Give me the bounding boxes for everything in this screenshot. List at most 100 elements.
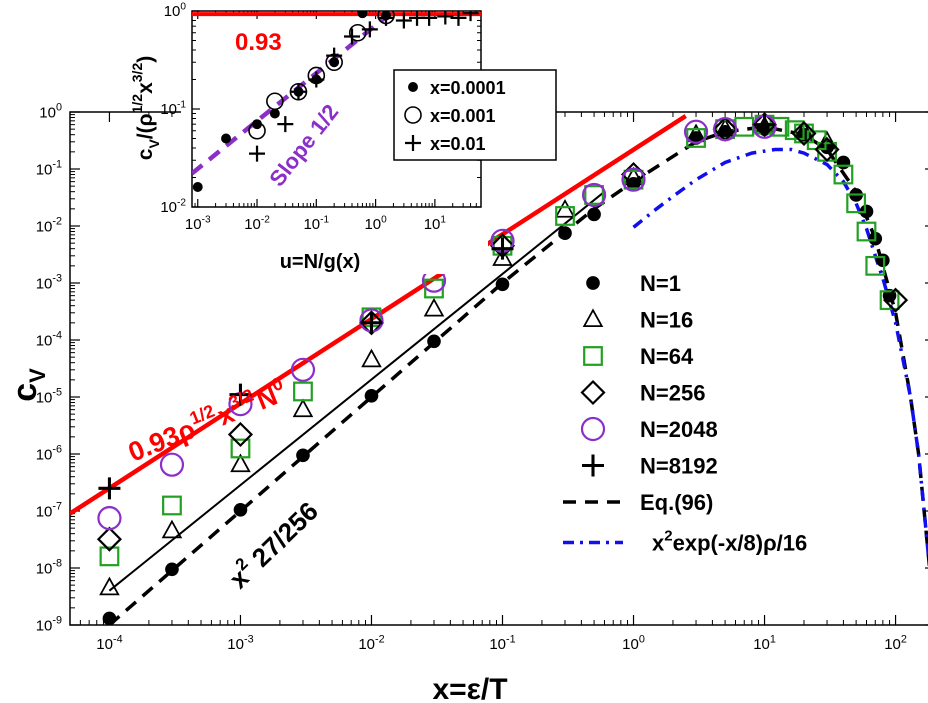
main-point-n-8192 (229, 383, 252, 406)
inset-point-x-0-01 (249, 145, 266, 162)
main-point-n-16 (292, 398, 314, 418)
main-x-tick-label: 10-4 (96, 633, 122, 653)
inset-y-axis-label: cV/(ρ1/2x3/2) (129, 56, 162, 160)
inset-point-x-0-001 (248, 121, 266, 140)
main-point-n-16 (816, 130, 838, 150)
inset-legend: x=0.0001 x=0.001 x=0.01 (393, 69, 557, 161)
inset-ylabel-sup1: 1/2 (129, 94, 145, 114)
fit-line-annotation: 0.93ρ1/2x3/2N0 (123, 373, 291, 467)
main-point-n-2048 (159, 452, 185, 477)
inset-point-x-0-0001 (192, 182, 203, 192)
main-y-tick-label: 10-6 (36, 444, 62, 464)
inset-point-x-0-01 (290, 83, 307, 100)
main-point-n-2048 (621, 167, 646, 192)
inset-legend-marker-x-0-01 (405, 135, 421, 151)
main-y-tick-base: 10 (36, 275, 53, 292)
inset-x-tick-base: 10 (424, 216, 441, 233)
main-point-n-64 (555, 206, 575, 226)
main-y-tick-base: 10 (36, 617, 53, 634)
main-point-n-64 (623, 169, 644, 190)
main-point-n-256 (883, 287, 909, 313)
main-x-tick-label: 102 (884, 633, 907, 653)
main-y-tick-base: 10 (36, 332, 53, 349)
inset-legend-label: x=0.01 (430, 134, 486, 154)
main-point-n-16 (230, 453, 251, 473)
main-y-tick-base: 10 (39, 104, 56, 121)
legend-marker-n-1 (586, 276, 600, 290)
main-point-n-1 (587, 207, 601, 222)
main-y-axis-label: cV (6, 368, 50, 402)
main-y-tick-exponent: -5 (52, 387, 62, 399)
inset-x-tick-exponent: -1 (320, 215, 329, 226)
inset-legend-marker-x-0-001 (404, 106, 422, 124)
main-line-x-2exp-x-8-16 (632, 147, 928, 570)
inset-ylabel-post: ) (134, 56, 157, 63)
inset-point-x-0-001 (348, 23, 367, 42)
main-point-n-1 (495, 277, 510, 292)
main-legend: N=1 N=16 N=64 N=256 N=2048 N=8192 Eq.(96) x2exp… (563, 271, 807, 556)
main-x-tick-label: 101 (753, 633, 776, 653)
main-x-tick-exponent: 0 (639, 633, 645, 645)
main-point-n-256 (96, 526, 122, 552)
inset-x-tick-base: 10 (303, 216, 320, 233)
main-x-tick-exponent: -1 (506, 633, 516, 645)
main-x-tick-base: 10 (96, 636, 113, 653)
main-x-tick-exponent: 2 (901, 633, 907, 645)
main-point-n-64 (99, 546, 120, 567)
main-y-tick-label: 10-5 (36, 387, 62, 407)
main-point-n-64 (715, 119, 735, 140)
main-y-tick-exponent: -8 (52, 558, 62, 570)
main-x-tick-exponent: -4 (113, 633, 123, 645)
main-point-n-2048 (581, 182, 607, 208)
legend-marker-n-2048 (580, 416, 606, 442)
main-point-n-64 (584, 185, 604, 205)
main-point-n-8192 (753, 113, 776, 136)
inset-y-tick-label: 10-2 (160, 198, 186, 216)
main-x-tick-base: 10 (358, 636, 375, 653)
inset-y-tick-exponent: -2 (177, 198, 186, 209)
inset-ylabel-pre: c (134, 148, 157, 160)
inset-ylabel-sup2: 3/2 (129, 63, 145, 83)
main-x-tick-base: 10 (622, 636, 639, 653)
main-point-n-16 (423, 297, 445, 317)
main-y-tick-label: 10-8 (36, 558, 62, 578)
main-x-tick-label: 100 (622, 633, 645, 653)
main-point-n-1 (165, 562, 179, 577)
inset-legend-marker-x-0-0001 (408, 82, 418, 92)
inset-point-x-0-01 (395, 12, 412, 29)
main-point-n-16 (99, 576, 120, 596)
legend-marker-n-8192 (582, 454, 604, 477)
main-point-n-64 (230, 438, 251, 459)
inset-x-tick-exponent: 0 (381, 215, 387, 226)
main-y-tick-label: 10-9 (36, 615, 62, 635)
legend-label: Eq.(96) (640, 490, 713, 515)
main-point-n-16 (554, 198, 576, 218)
legend-marker-n-64 (583, 346, 603, 366)
main-x-tick-base: 10 (489, 636, 506, 653)
main-point-n-256 (814, 136, 840, 163)
main-point-n-2048 (290, 357, 316, 382)
main-point-n-64 (833, 164, 854, 185)
main-point-n-8192 (98, 477, 121, 500)
legend-marker-n-16 (582, 308, 604, 327)
main-y-tick-base: 10 (36, 161, 53, 178)
main-point-n-1 (233, 502, 248, 517)
legend-label-approx: x2exp(-x/8)ρ/16 (652, 528, 807, 556)
inset-point-x-0-01 (308, 71, 325, 88)
main-y-tick-exponent: -2 (52, 216, 62, 228)
inset-x-tick-exponent: -2 (261, 215, 270, 226)
main-x-tick-exponent: -3 (244, 633, 254, 645)
legend-label: N=256 (640, 381, 705, 406)
main-y-tick-exponent: -6 (52, 444, 62, 456)
inset-y-tick-base: 10 (160, 199, 177, 216)
inset-ylabel-x: x (134, 82, 157, 94)
inset-y-tick-label: 100 (164, 2, 187, 20)
main-point-n-64 (769, 116, 790, 137)
main-point-n-1 (558, 226, 572, 240)
main-point-n-1 (859, 204, 874, 219)
main-x-tick-label: 10-1 (489, 633, 515, 653)
inset-x-axis-label: u=N/g(x) (280, 251, 361, 273)
main-x-tick-exponent: 1 (770, 633, 776, 645)
main-x-tick-label: 10-3 (227, 633, 253, 653)
